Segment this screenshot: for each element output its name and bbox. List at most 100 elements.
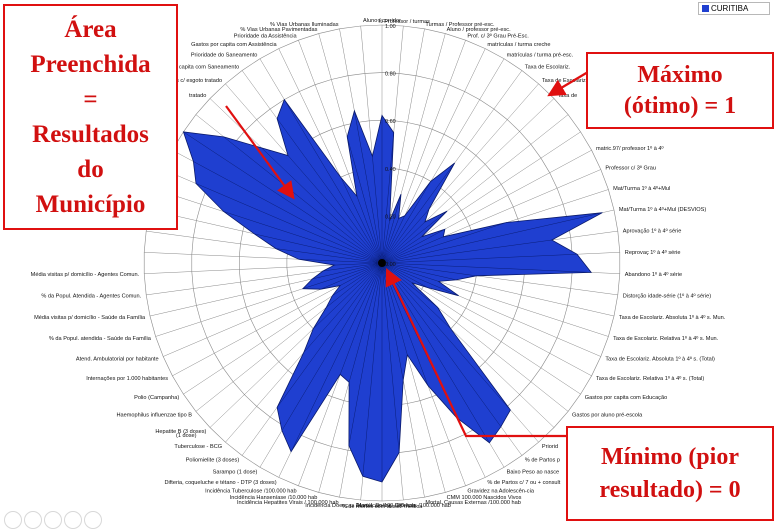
category-label: Taxa de <box>558 93 578 99</box>
category-label: CMM 100.000 Nascidos Vivos <box>447 495 522 501</box>
series-point-curitiba <box>381 221 426 264</box>
category-label: Prioridade da Assistência <box>234 34 298 40</box>
category-label: Mat/Turma 1º à 4º+Mul <box>613 185 670 192</box>
series-point-curitiba <box>322 262 383 272</box>
series-point-curitiba <box>362 262 383 477</box>
series-point-curitiba <box>381 262 477 277</box>
callout-filled-area: Área Preenchida = Resultados do Municípi… <box>3 4 178 230</box>
category-label: matrículas / turma pré-esc. <box>507 52 574 58</box>
series-point-curitiba <box>381 262 457 281</box>
category-label: Mortal. Causas Externas /100.000 hab <box>425 500 520 506</box>
category-label: % de mortes com assist. médica <box>342 504 423 510</box>
category-label: matric.97/ professor 1º à 4º <box>596 145 664 152</box>
series-point-curitiba <box>381 132 394 264</box>
series-point-curitiba <box>223 136 383 264</box>
series-point-curitiba <box>381 239 552 264</box>
category-label: Poliomielite (3 doses) <box>186 458 240 464</box>
series-point-curitiba <box>195 183 383 264</box>
series-curitiba <box>182 98 603 483</box>
category-label: Haemophilus influenzae tipo B <box>116 413 192 419</box>
series-point-curitiba <box>261 147 383 264</box>
series-point-curitiba <box>339 262 383 375</box>
category-label: Atend. Ambulatorial por habitante <box>76 357 159 363</box>
category-label: tratado <box>189 93 206 99</box>
series-point-curitiba <box>381 262 404 381</box>
decorative-bubble <box>24 511 42 529</box>
category-label: Difteria, coqueluche e tétano - DTP (3 d… <box>164 480 276 486</box>
series-point-curitiba <box>381 262 400 453</box>
category-label: Prioridade do Saneamento <box>191 52 258 58</box>
series-point-curitiba <box>381 253 578 264</box>
center-point <box>378 259 386 267</box>
series-point-curitiba <box>193 161 383 264</box>
series-point-curitiba <box>381 212 603 264</box>
category-label: Taxa de Escolariz. <box>525 64 571 70</box>
tick-label: 0.20 <box>385 214 396 220</box>
grid-spoke <box>381 262 581 395</box>
series-point-curitiba <box>312 262 383 280</box>
category-label: Incidência Tuberculose /100.000 hab <box>205 489 296 495</box>
category-label: Aprovação 1º à 4º série <box>623 227 682 234</box>
arrow-to-minimum <box>385 268 566 438</box>
tick-label: 1.00 <box>385 24 396 30</box>
category-label: ias c/ esgoto tratado <box>172 78 222 84</box>
series-point-curitiba <box>381 194 402 264</box>
decorative-bubble <box>64 511 82 529</box>
category-label: % Vias Urbanas Iluminadas <box>270 22 339 28</box>
series-point-curitiba <box>332 262 383 297</box>
category-label: % Professor / turmas <box>378 19 430 25</box>
series-point-curitiba <box>381 262 592 273</box>
arrow-to-area <box>225 105 295 200</box>
decorative-bubble <box>4 511 22 529</box>
category-label: Incidência Doenças Diarréicas /100.000 h… <box>305 503 415 509</box>
tick-label: 0.00 <box>385 262 396 268</box>
series-point-curitiba <box>354 110 383 264</box>
category-label: Taxa de Escolariz. <box>542 78 588 84</box>
series-point-curitiba <box>381 220 390 264</box>
annotation-arrows <box>225 71 589 438</box>
category-label: por capita com Saneamento <box>169 64 239 70</box>
series-point-curitiba <box>284 99 383 264</box>
series-point-curitiba <box>372 156 383 264</box>
category-label: Gastos por capita com Educação <box>585 395 667 401</box>
category-label: Professor c/ 3º Grau <box>605 165 656 172</box>
series-point-curitiba <box>381 262 439 282</box>
series-point-curitiba <box>223 211 383 264</box>
category-label: Média visitas p/ domicílio - Saúde da Fa… <box>34 315 146 321</box>
series-point-curitiba <box>339 262 383 286</box>
arrow-to-maximum <box>547 71 589 97</box>
category-label: % de Partos c/ 7 ou + consult <box>487 480 560 486</box>
series-point-curitiba <box>275 248 383 264</box>
callout-minimum: Mínimo (pior resultado) = 0 <box>566 426 774 521</box>
series-point-curitiba <box>276 118 383 264</box>
series-point-curitiba <box>381 209 430 264</box>
series-point-curitiba <box>281 262 383 431</box>
tick-label: 0.60 <box>385 119 396 125</box>
category-label-extra: (1 dose) <box>176 433 197 439</box>
category-label: Incidência Hanseníase /10.000 hab <box>230 495 318 501</box>
series-point-curitiba <box>381 236 422 264</box>
decorative-bubble <box>44 511 62 529</box>
series-point-curitiba <box>254 233 383 264</box>
category-label: matrículas / turma creche <box>487 42 550 48</box>
series-point-curitiba <box>303 262 383 353</box>
legend: CURITIBA <box>698 2 770 15</box>
category-label: Baixo Peso ao nasce <box>507 470 560 476</box>
tick-label: 0.40 <box>385 167 396 173</box>
tick-label: 0.80 <box>385 72 396 78</box>
series-point-curitiba <box>326 262 383 308</box>
category-label: Taxa de Escolariz. Absoluta 1º à 4º s. M… <box>619 314 726 321</box>
series-point-curitiba <box>381 162 455 264</box>
series-point-curitiba <box>381 222 507 264</box>
category-label: Mat/Turma 1º à 4º+Mul (DESVIOS) <box>619 206 706 213</box>
category-label: Taxa de Escolariz. Relativa 1º à 4º s. M… <box>613 335 719 342</box>
series-point-curitiba <box>346 136 383 264</box>
category-label: Média visitas p/ domicílio - Agentes Com… <box>31 272 140 278</box>
series-point-curitiba <box>381 218 399 264</box>
category-label: Internações por 1.000 habitantes <box>86 376 168 382</box>
series-area-curitiba <box>182 98 603 483</box>
category-label: % da Popul. atendida - Saúde da Família <box>49 336 152 342</box>
category-label: Reprovaç 1º à 4º série <box>625 249 681 256</box>
series-point-curitiba <box>348 262 383 446</box>
